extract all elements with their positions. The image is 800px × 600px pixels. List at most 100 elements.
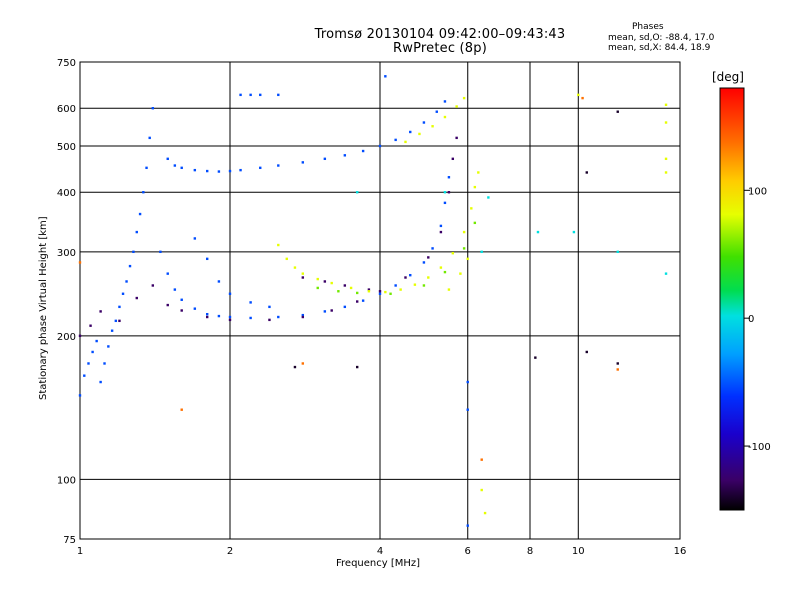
data-point [121, 292, 125, 295]
data-point [180, 408, 183, 411]
data-point [330, 281, 333, 285]
data-point [384, 290, 387, 294]
data-point [151, 284, 155, 287]
data-point [91, 350, 94, 354]
phases-heading: Phases [632, 22, 664, 32]
data-point [118, 305, 121, 309]
data-point [355, 365, 359, 369]
data-point [293, 266, 297, 269]
data-point [205, 315, 209, 319]
data-point [455, 136, 458, 140]
colorbar-unit-label: [deg] [712, 70, 744, 84]
data-point [447, 176, 451, 179]
grid-lines [80, 62, 680, 539]
data-point [367, 288, 371, 291]
data-point [439, 224, 443, 228]
data-point [78, 394, 82, 397]
data-point [378, 292, 382, 295]
data-point [394, 138, 397, 142]
data-point [343, 305, 347, 309]
colorbar-tick-label: -100 [748, 442, 771, 453]
data-point [431, 247, 434, 250]
data-point [664, 272, 668, 275]
data-point [536, 230, 540, 234]
data-point [404, 276, 407, 279]
data-point [277, 164, 280, 167]
data-point [249, 301, 252, 304]
data-point [577, 93, 580, 97]
data-point [451, 157, 455, 161]
data-point [462, 230, 466, 234]
data-point [466, 380, 469, 384]
y-axis-label: Stationary phase Virtual Height [km] [38, 216, 49, 400]
x-tick-label: 10 [572, 546, 585, 557]
data-points [78, 75, 668, 527]
data-point [409, 130, 412, 134]
data-point [99, 310, 102, 313]
data-point [89, 324, 92, 327]
data-point [399, 288, 402, 291]
data-point [78, 334, 82, 338]
data-point [78, 261, 82, 264]
data-point [135, 296, 138, 300]
data-point [616, 368, 619, 371]
data-point [259, 166, 262, 170]
data-point [473, 221, 477, 225]
data-point [180, 166, 183, 170]
data-point [361, 299, 365, 302]
data-point [114, 319, 118, 323]
data-point [87, 362, 90, 365]
data-point [480, 458, 483, 461]
chart-title-line2: RwPretec (8p) [393, 41, 487, 56]
data-point [337, 290, 340, 293]
data-point [443, 270, 447, 274]
data-point [462, 96, 466, 100]
data-point [180, 298, 183, 301]
data-point [148, 136, 151, 140]
data-point [301, 362, 305, 365]
data-point [228, 315, 232, 319]
colorbar-ticks: 100 0 -100 [744, 186, 771, 453]
data-point [83, 374, 86, 377]
data-point [180, 309, 183, 312]
data-point [585, 171, 588, 174]
data-point [427, 276, 430, 279]
data-point [138, 212, 142, 216]
data-point [268, 318, 271, 322]
data-point [431, 125, 434, 128]
data-point [193, 168, 197, 172]
data-point [443, 100, 447, 103]
data-point [217, 170, 221, 173]
data-point [277, 93, 280, 97]
data-point [439, 266, 443, 269]
data-point [487, 196, 490, 199]
data-point [616, 110, 619, 113]
data-point [301, 161, 305, 164]
data-point [285, 257, 288, 261]
data-point [159, 250, 162, 254]
data-point [205, 169, 209, 173]
data-point [173, 164, 177, 167]
data-point [249, 93, 252, 97]
data-point [118, 319, 121, 323]
data-point [466, 408, 469, 411]
data-point [301, 313, 305, 317]
data-point [462, 247, 466, 250]
data-point [301, 276, 305, 279]
data-point [268, 305, 271, 309]
data-point [166, 272, 169, 275]
phases-mean-o: mean, sd,O: -88.4, 17.0 [608, 33, 715, 43]
data-point [459, 272, 462, 275]
data-point [330, 309, 333, 312]
data-point [616, 362, 619, 365]
x-tick-label: 6 [465, 546, 471, 557]
data-point [581, 96, 584, 100]
data-point [95, 339, 98, 343]
y-tick-label: 600 [57, 104, 76, 115]
data-point [349, 286, 353, 290]
data-point [166, 157, 169, 161]
y-tick-label: 300 [57, 248, 76, 259]
data-point [435, 110, 438, 113]
data-point [277, 243, 280, 247]
